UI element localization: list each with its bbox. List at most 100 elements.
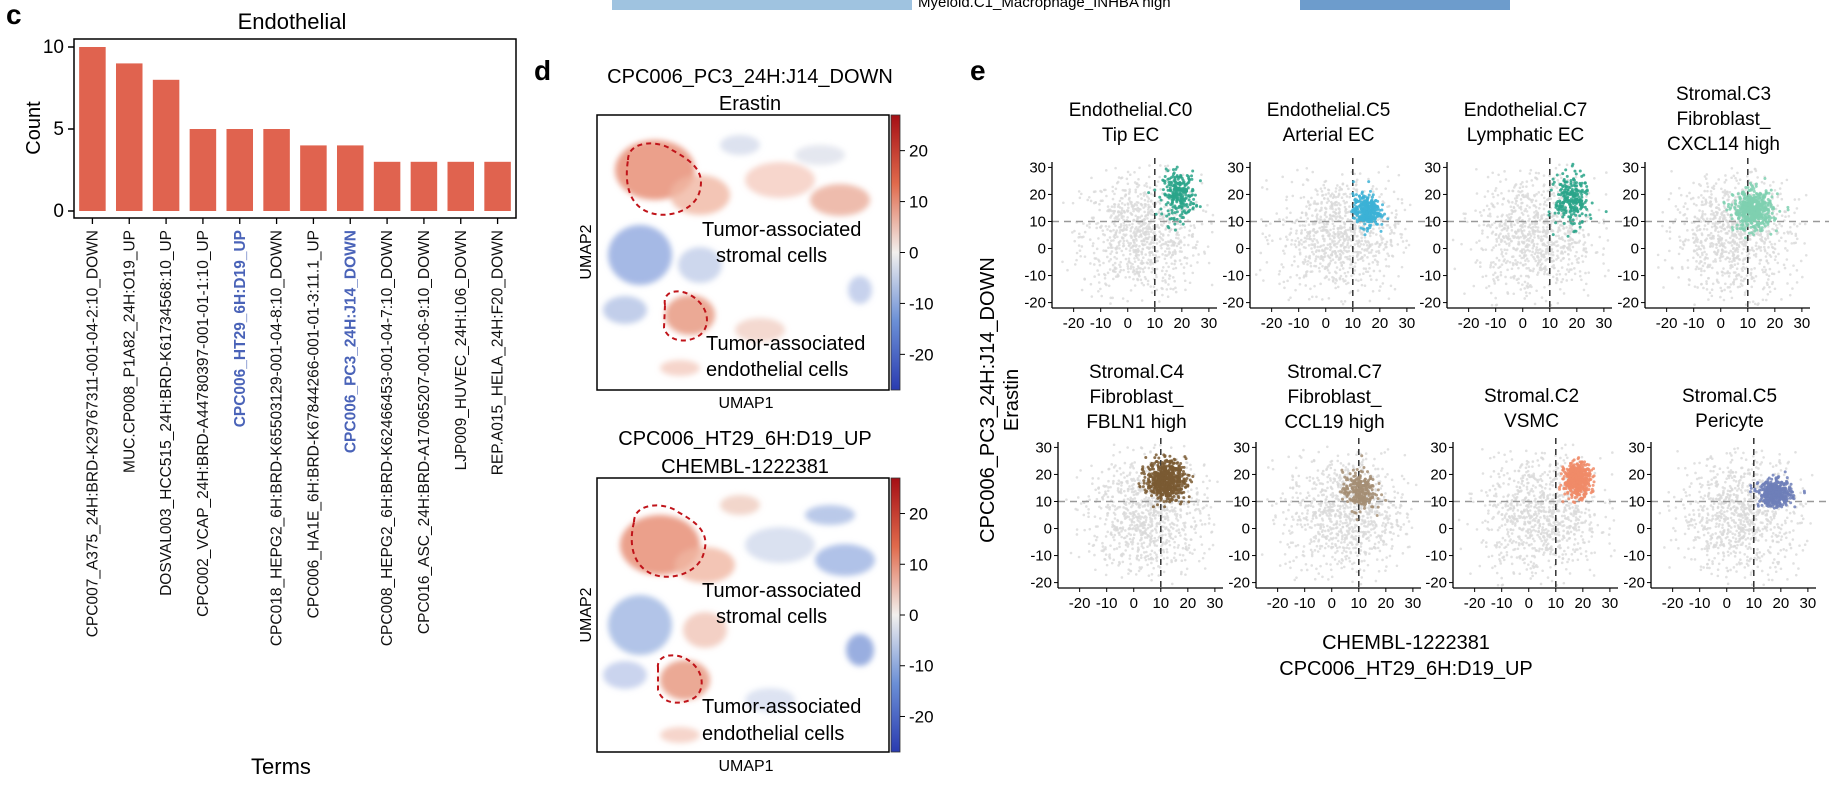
background-cell-point: [1117, 213, 1121, 217]
cluster-cell-point: [1190, 193, 1194, 197]
background-cell-point: [1500, 239, 1504, 242]
background-cell-point: [1565, 279, 1569, 282]
background-cell-point: [1094, 257, 1098, 260]
background-cell-point: [1290, 243, 1293, 246]
background-cell-point: [1338, 232, 1341, 236]
background-cell-point: [1364, 267, 1368, 271]
background-cell-point: [1368, 274, 1372, 278]
background-cell-point: [1112, 277, 1115, 281]
background-cell-point: [1146, 208, 1150, 211]
cluster-cell-point: [1772, 207, 1776, 211]
background-cell-point: [1685, 217, 1689, 220]
background-cell-point: [1736, 262, 1740, 266]
background-cell-point: [1582, 288, 1586, 292]
background-cell-point: [1343, 214, 1347, 218]
background-cell-point: [1765, 252, 1769, 255]
background-cell-point: [1701, 217, 1705, 221]
background-cell-point: [1699, 184, 1702, 187]
cluster-cell-point: [1558, 183, 1562, 187]
background-cell-point: [1332, 227, 1335, 231]
background-cell-point: [1528, 217, 1531, 221]
background-cell-point: [1534, 199, 1538, 203]
background-cell-point: [1323, 197, 1326, 200]
background-cell-point: [1754, 169, 1758, 173]
background-cell-point: [1338, 186, 1342, 189]
background-cell-point: [1320, 206, 1323, 210]
background-cell-point: [1116, 235, 1119, 239]
background-cell-point: [1510, 239, 1513, 243]
background-cell-point: [1189, 224, 1193, 228]
background-cell-point: [1698, 228, 1701, 232]
background-cell-point: [1519, 250, 1522, 253]
background-cell-point: [1525, 257, 1529, 261]
background-cell-point: [1188, 281, 1192, 285]
background-cell-point: [1110, 239, 1113, 242]
background-cell-point: [1327, 278, 1331, 281]
background-cell-point: [1504, 219, 1508, 223]
background-cell-point: [1150, 228, 1153, 232]
background-cell-point: [1722, 223, 1725, 226]
cluster-cell-point: [1360, 210, 1364, 214]
cluster-cell-point: [1735, 211, 1739, 215]
background-cell-point: [1319, 215, 1323, 219]
background-cell-point: [1315, 230, 1319, 234]
background-cell-point: [1708, 291, 1712, 295]
background-cell-point: [1388, 232, 1392, 236]
background-cell-point: [1581, 228, 1585, 232]
cluster-cell-point: [1584, 213, 1588, 217]
colorbar-tick-label: 20: [909, 505, 928, 524]
background-cell-point: [1540, 253, 1544, 257]
background-cell-point: [1133, 270, 1136, 273]
background-cell-point: [1324, 179, 1328, 183]
background-cell-point: [1552, 191, 1556, 195]
background-cell-point: [1546, 189, 1550, 193]
background-cell-point: [1132, 231, 1135, 235]
background-cell-point: [1686, 207, 1689, 211]
background-cell-point: [1116, 273, 1120, 276]
cluster-cell-point: [1585, 184, 1589, 188]
background-cell-point: [1134, 190, 1138, 194]
background-cell-point: [1315, 249, 1319, 252]
background-cell-point: [1511, 263, 1515, 267]
bar-chart-category-label: CPC008_HEPG2_6H:BRD-K62466453-001-04-7:1…: [379, 230, 396, 646]
cluster-cell-point: [1755, 228, 1759, 232]
background-cell-point: [1371, 185, 1375, 188]
background-cell-point: [1077, 244, 1081, 247]
background-cell-point: [1271, 239, 1274, 243]
background-cell-point: [1118, 231, 1122, 234]
background-cell-point: [1330, 203, 1334, 206]
background-cell-point: [1158, 217, 1161, 221]
background-cell-point: [1138, 166, 1141, 170]
background-cell-point: [1320, 225, 1324, 229]
background-cell-point: [1568, 238, 1572, 242]
background-cell-point: [1552, 259, 1555, 263]
background-cell-point: [1294, 288, 1297, 292]
background-cell-point: [1104, 224, 1108, 228]
background-cell-point: [1183, 236, 1186, 239]
background-cell-point: [1508, 217, 1512, 220]
background-cell-point: [1775, 212, 1779, 216]
background-cell-point: [1529, 283, 1532, 287]
background-cell-point: [1705, 282, 1708, 286]
background-cell-point: [1605, 171, 1608, 174]
background-cell-point: [1135, 256, 1139, 259]
cluster-cell-point: [1568, 186, 1572, 190]
background-cell-point: [1723, 194, 1726, 197]
background-cell-point: [1260, 218, 1263, 221]
background-cell-point: [1161, 233, 1165, 236]
background-cell-point: [1169, 256, 1173, 259]
bar: [300, 145, 327, 211]
background-cell-point: [1164, 254, 1167, 257]
background-cell-point: [1171, 250, 1175, 254]
background-cell-point: [1533, 194, 1536, 198]
cluster-cell-point: [1559, 204, 1563, 208]
background-cell-point: [1511, 201, 1514, 204]
background-cell-point: [1096, 221, 1100, 225]
background-cell-point: [1310, 196, 1313, 200]
background-cell-point: [1478, 239, 1481, 243]
background-cell-point: [1178, 227, 1182, 231]
background-cell-point: [1699, 259, 1702, 263]
background-cell-point: [1756, 303, 1759, 307]
background-cell-point: [1701, 264, 1705, 268]
background-cell-point: [1679, 193, 1683, 197]
